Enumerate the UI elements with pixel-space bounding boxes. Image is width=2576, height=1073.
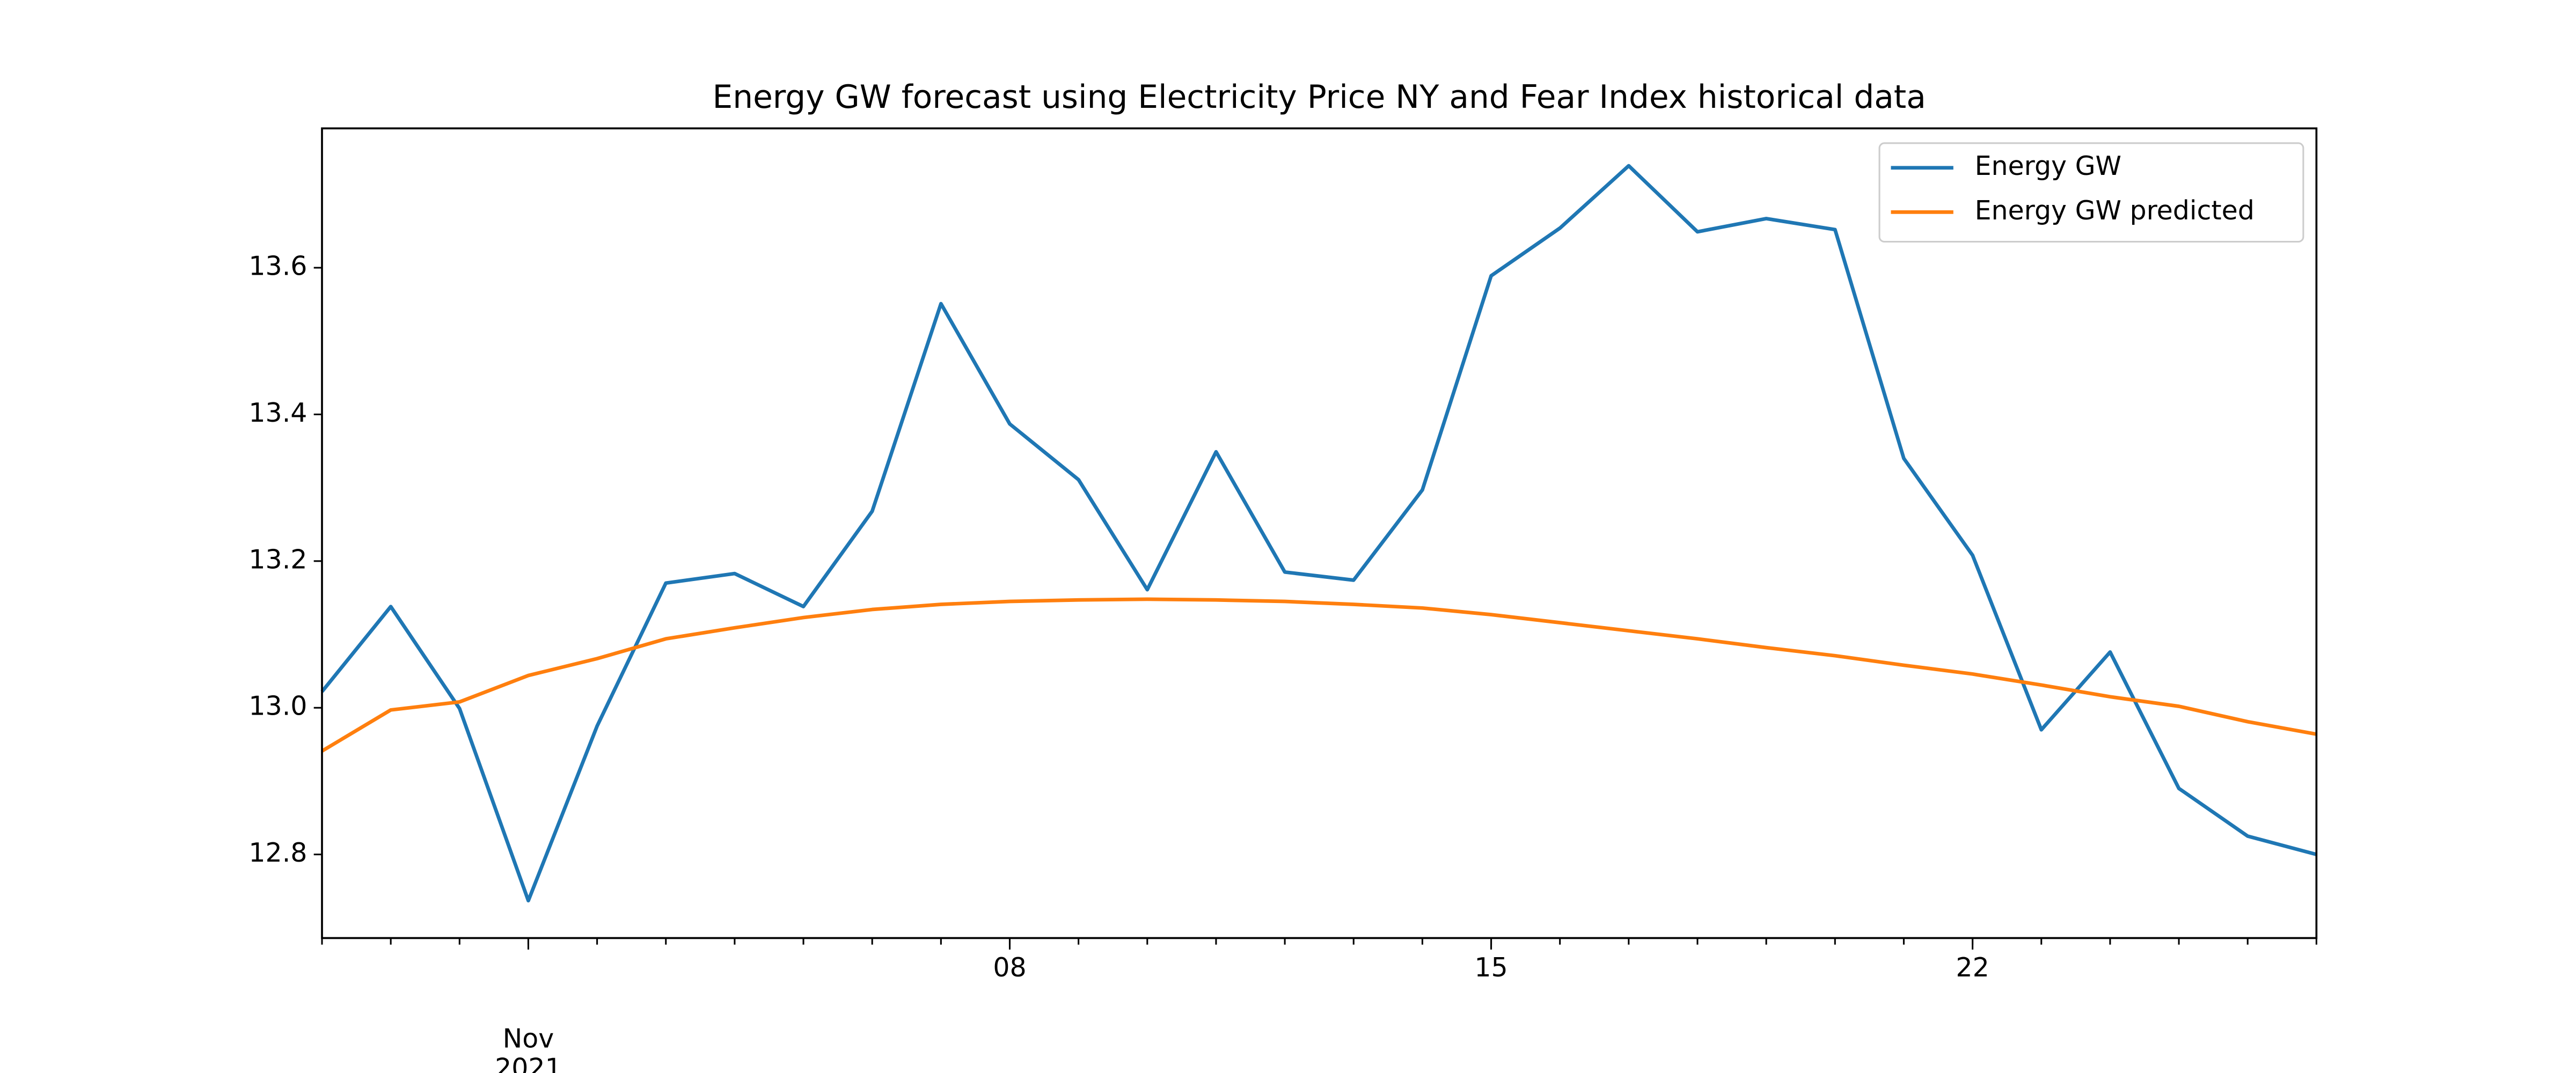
y-tick-label: 13.4: [248, 398, 307, 428]
y-tick-label: 13.6: [248, 251, 307, 282]
legend: Energy GW Energy GW predicted: [1878, 142, 2304, 243]
legend-label: Energy GW predicted: [1975, 195, 2255, 226]
x-tick-label: 08: [993, 952, 1026, 983]
legend-label: Energy GW: [1975, 151, 2121, 181]
x-tick-label: Nov 2021: [495, 1023, 562, 1073]
legend-box: [1878, 142, 2304, 243]
x-tick-label: 15: [1474, 952, 1507, 983]
series-line: [321, 597, 2317, 753]
y-tick-label: 13.2: [248, 544, 307, 575]
series-line: [320, 164, 2317, 903]
plot-frame: [321, 127, 2318, 939]
x-tick-label: 22: [1956, 952, 1989, 983]
y-tick-label: 13.0: [248, 691, 307, 722]
y-tick-label: 12.8: [248, 837, 307, 868]
chart-title: Energy GW forecast using Electricity Pri…: [713, 79, 1926, 116]
